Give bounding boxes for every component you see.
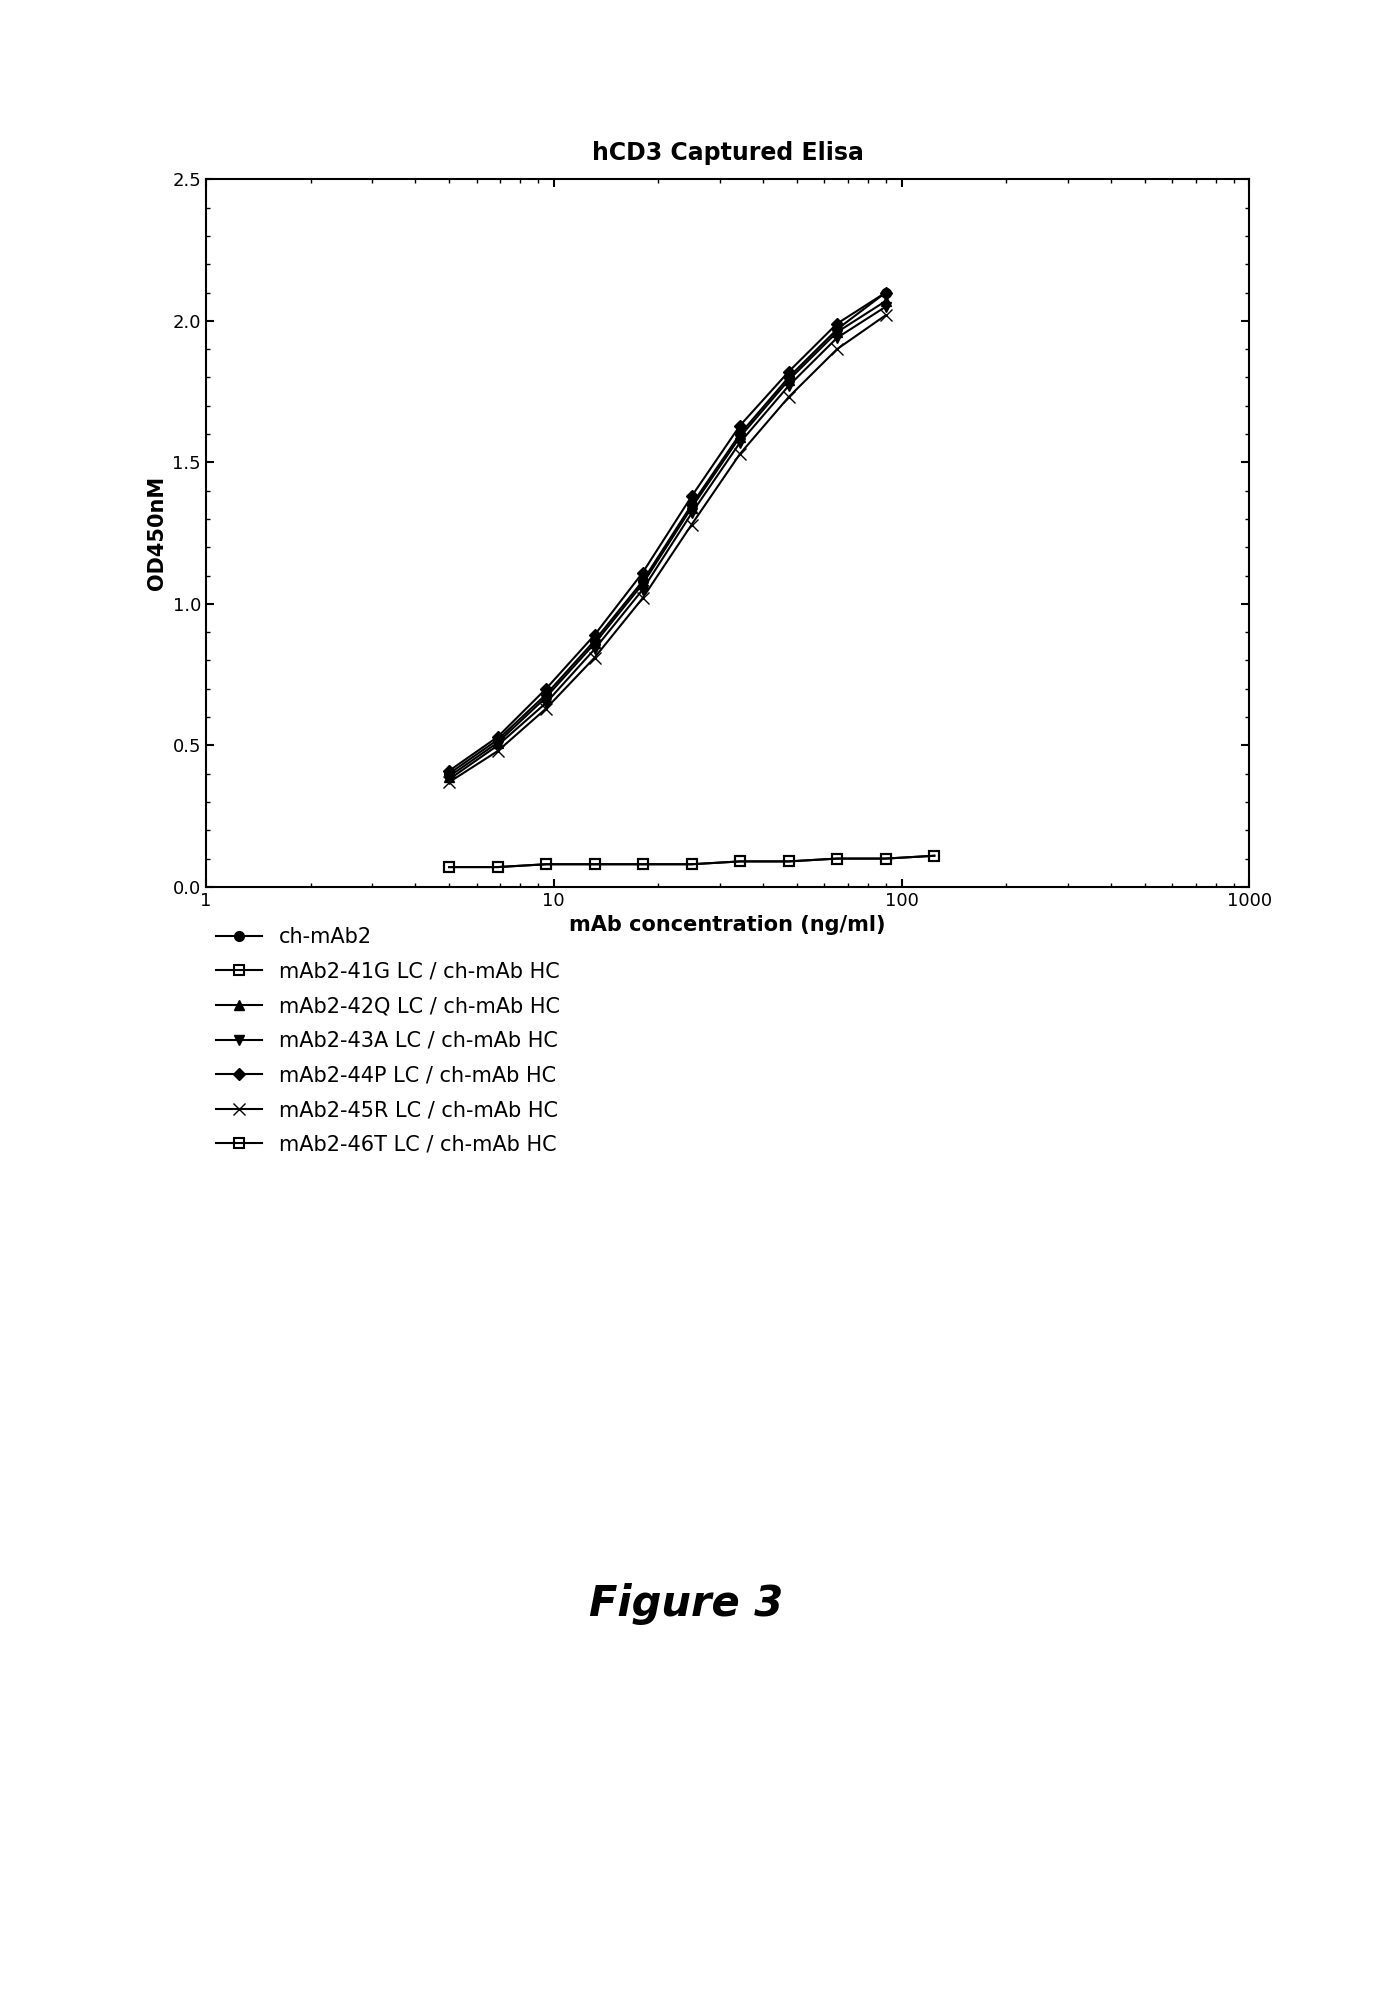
Title: hCD3 Captured Elisa: hCD3 Captured Elisa (592, 142, 864, 165)
Legend: ch-mAb2, mAb2-41G LC / ch-mAb HC, mAb2-42Q LC / ch-mAb HC, mAb2-43A LC / ch-mAb : ch-mAb2, mAb2-41G LC / ch-mAb HC, mAb2-4… (217, 927, 560, 1154)
Text: Figure 3: Figure 3 (589, 1582, 784, 1626)
Y-axis label: OD450nM: OD450nM (147, 476, 166, 590)
X-axis label: mAb concentration (ng/ml): mAb concentration (ng/ml) (570, 915, 886, 935)
